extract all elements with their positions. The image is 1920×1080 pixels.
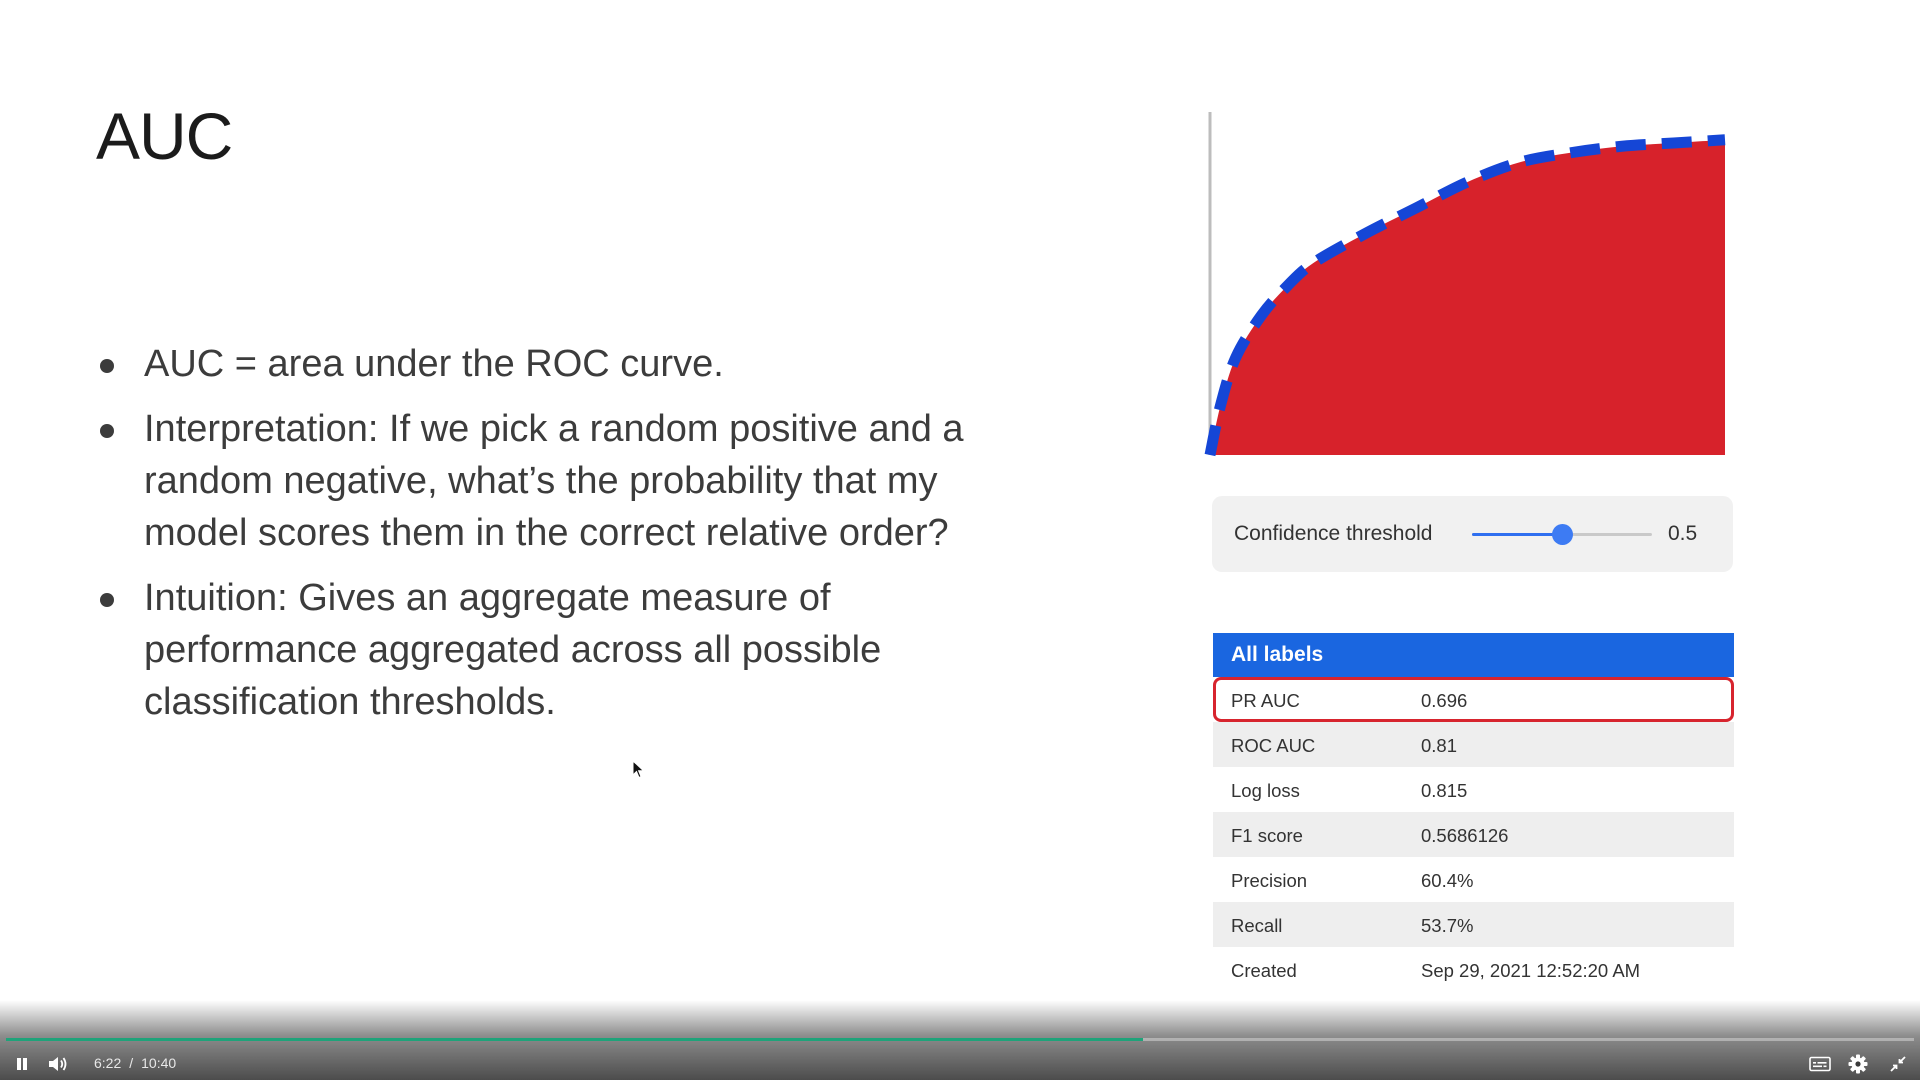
metric-value: 0.81	[1421, 735, 1458, 756]
duration: 10:40	[141, 1055, 177, 1071]
current-time: 6:22	[94, 1055, 122, 1071]
pause-button[interactable]	[10, 1052, 34, 1076]
mouse-cursor-icon	[632, 760, 645, 779]
slider-handle[interactable]	[1552, 524, 1573, 545]
volume-button[interactable]	[46, 1052, 70, 1076]
bullet-text: Intuition: Gives an aggregate measure of…	[144, 577, 882, 723]
progress-bar[interactable]	[6, 1038, 1914, 1041]
metric-label: Log loss	[1231, 780, 1300, 801]
metric-row-log-loss: Log loss 0.815	[1213, 767, 1734, 812]
metric-value: 0.5686126	[1421, 825, 1509, 846]
time-separator: /	[129, 1055, 134, 1071]
metrics-table: All labels PR AUC 0.696 ROC AUC 0.81 Log…	[1213, 633, 1734, 992]
threshold-value: 0.5	[1668, 522, 1698, 545]
bullet-text: AUC = area under the ROC curve.	[144, 343, 724, 385]
video-player-controls: 6:22 / 10:40	[0, 1000, 1920, 1080]
bullet-item: Intuition: Gives an aggregate measure of…	[100, 572, 1000, 728]
bullet-dot	[100, 359, 114, 373]
bullet-item: AUC = area under the ROC curve.	[100, 338, 1000, 390]
volume-icon	[49, 1057, 67, 1071]
metric-label: Created	[1231, 960, 1297, 981]
metric-row-roc-auc: ROC AUC 0.81	[1213, 722, 1734, 767]
exit-fullscreen-icon	[1890, 1056, 1906, 1072]
slide-title: AUC	[96, 99, 233, 173]
metric-label: ROC AUC	[1231, 735, 1316, 756]
bullet-text: Interpretation: If we pick a random posi…	[144, 408, 964, 554]
metric-row-pr-auc: PR AUC 0.696	[1213, 677, 1734, 722]
metric-label: Precision	[1231, 870, 1308, 891]
metric-row-created: Created Sep 29, 2021 12:52:20 AM	[1213, 947, 1734, 992]
metric-value: 53.7%	[1421, 915, 1474, 936]
metric-row-precision: Precision 60.4%	[1213, 857, 1734, 902]
threshold-slider[interactable]	[1472, 524, 1652, 545]
metric-value: Sep 29, 2021 12:52:20 AM	[1421, 960, 1641, 981]
settings-icon	[1848, 1054, 1868, 1074]
metric-label: PR AUC	[1231, 690, 1300, 711]
metric-value: 0.815	[1421, 780, 1468, 801]
auc-area	[1210, 139, 1725, 455]
metric-row-recall: Recall 53.7%	[1213, 902, 1734, 947]
roc-curve-chart	[1204, 112, 1726, 457]
metric-value: 60.4%	[1421, 870, 1474, 891]
metric-label: Recall	[1231, 915, 1283, 936]
progress-played	[6, 1038, 1144, 1041]
metric-value: 0.696	[1421, 690, 1468, 711]
bullet-list: AUC = area under the ROC curve. Interpre…	[100, 338, 1000, 741]
captions-icon	[1809, 1056, 1831, 1072]
confidence-threshold-panel: Confidence threshold 0.5	[1212, 496, 1733, 572]
settings-button[interactable]	[1846, 1052, 1870, 1076]
metric-label: F1 score	[1231, 825, 1303, 846]
metrics-header: All labels	[1213, 633, 1734, 677]
time-display: 6:22 / 10:40	[94, 1055, 176, 1071]
bullet-item: Interpretation: If we pick a random posi…	[100, 403, 1000, 559]
threshold-label: Confidence threshold	[1234, 522, 1433, 545]
exit-fullscreen-button[interactable]	[1886, 1052, 1910, 1076]
metric-row-f1-score: F1 score 0.5686126	[1213, 812, 1734, 857]
roc-curve-line	[1204, 134, 1726, 457]
slider-fill	[1472, 533, 1562, 536]
captions-button[interactable]	[1808, 1052, 1832, 1076]
bullet-dot	[100, 424, 114, 438]
bullet-dot	[100, 593, 114, 607]
pause-icon	[17, 1058, 27, 1070]
